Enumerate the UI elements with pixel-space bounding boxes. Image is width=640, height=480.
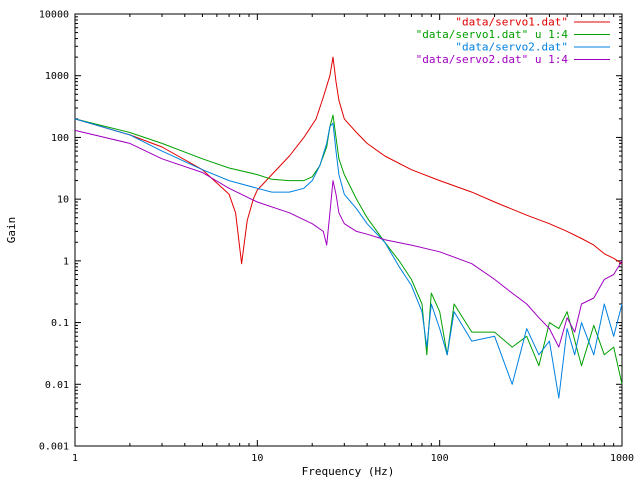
legend-label-1: "data/servo1.dat"	[455, 16, 568, 29]
y-tick-label: 100	[51, 133, 69, 144]
y-tick-label: 0.1	[51, 318, 69, 329]
series-line-1	[74, 56, 623, 265]
y-tick-label: 0.01	[45, 380, 69, 391]
y-axis-title: Gain	[5, 217, 18, 244]
x-tick-label: 100	[431, 453, 449, 464]
x-axis-title: Frequency (Hz)	[302, 465, 395, 478]
y-tick-label: 0.001	[39, 442, 69, 453]
y-tick-label: 1	[63, 256, 69, 267]
legend: "data/servo1.dat""data/servo1.dat" u 1:4…	[416, 16, 610, 66]
series-layer	[74, 56, 623, 399]
ticks-layer: 1 10 100 1000 0.001 0.01 0.1 1 10 100 1000 10000	[39, 10, 634, 465]
series-line-2	[74, 114, 623, 385]
plot-frame	[74, 13, 623, 447]
legend-label-3: "data/servo2.dat"	[455, 41, 568, 54]
x-tick-label: 1	[72, 453, 78, 464]
x-tick-label: 10	[251, 453, 263, 464]
legend-label-4: "data/servo2.dat" u 1:4	[416, 53, 569, 66]
series-line-3	[74, 118, 623, 399]
y-tick-label: 10000	[39, 10, 69, 21]
y-tick-label: 10	[57, 195, 69, 206]
x-tick-label: 1000	[610, 453, 634, 464]
legend-label-2: "data/servo1.dat" u 1:4	[416, 28, 569, 41]
y-tick-label: 1000	[45, 71, 69, 82]
series-line-4	[74, 129, 623, 348]
